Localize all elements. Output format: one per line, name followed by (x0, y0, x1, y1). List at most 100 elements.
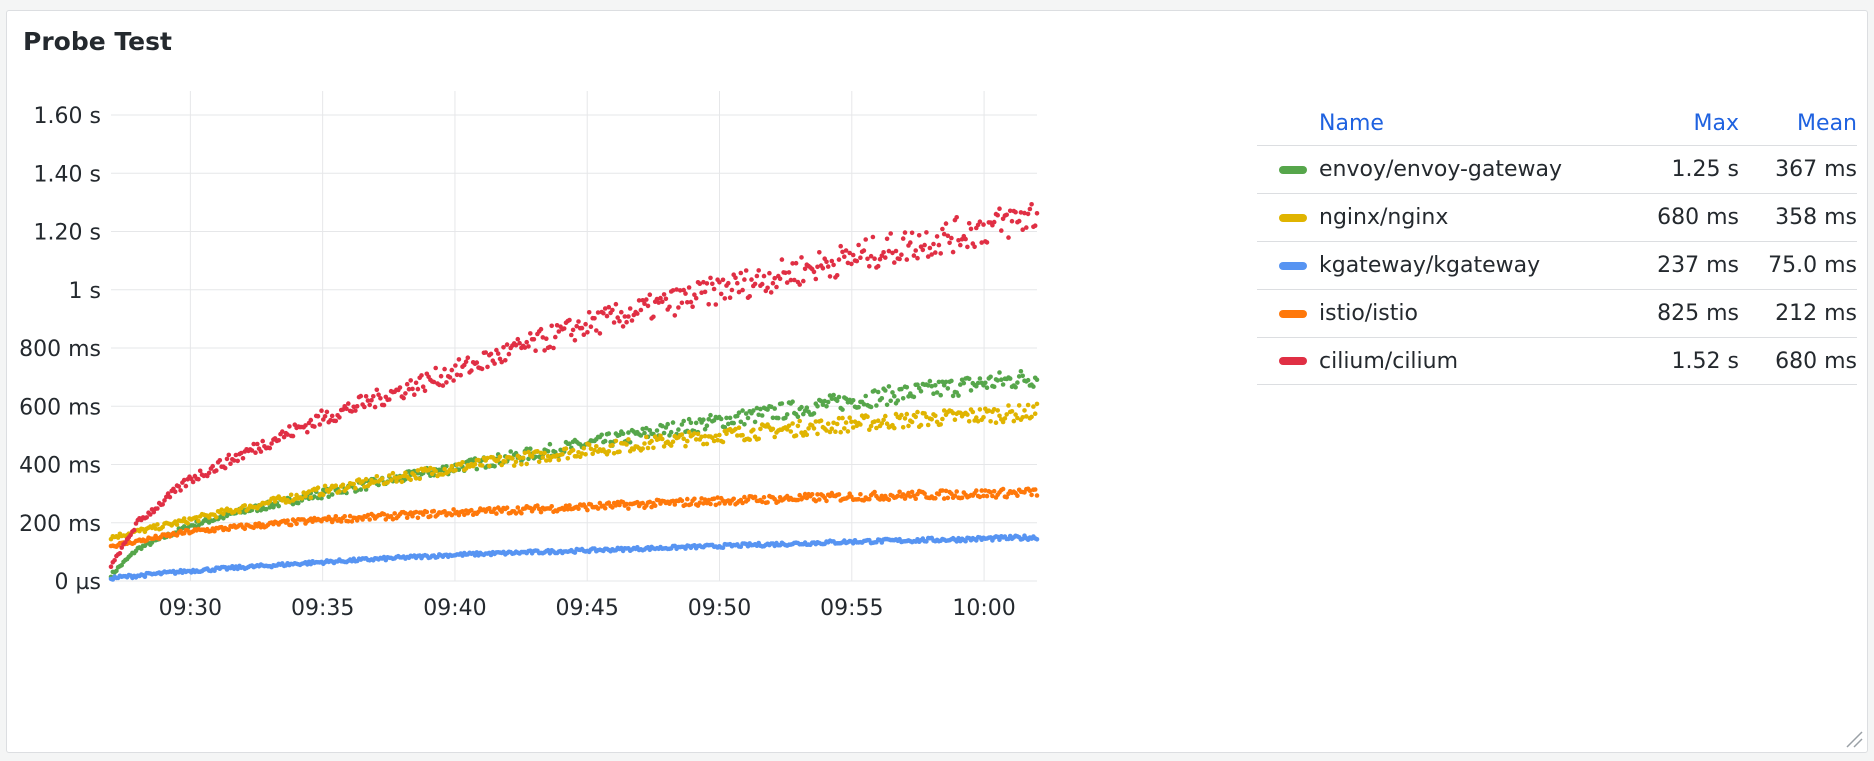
data-point (469, 507, 474, 513)
data-point (449, 367, 455, 373)
data-point (281, 495, 287, 501)
data-point (376, 392, 381, 398)
resize-handle-icon[interactable] (1845, 730, 1863, 748)
data-point (142, 574, 148, 579)
data-point (590, 451, 595, 457)
legend-row[interactable]: cilium/cilium 1.52 s 680 ms (1257, 337, 1857, 385)
data-point (765, 500, 770, 505)
data-point (644, 297, 649, 302)
data-point (979, 488, 984, 493)
data-point (918, 389, 924, 394)
legend-row[interactable]: envoy/envoy-gateway 1.25 s 367 ms (1257, 145, 1857, 193)
data-point (872, 489, 877, 495)
data-point (417, 476, 423, 482)
data-point (686, 285, 692, 290)
data-point (713, 502, 719, 508)
data-point (776, 499, 781, 504)
data-point (845, 260, 851, 266)
data-point (333, 418, 339, 424)
data-point (929, 417, 934, 422)
data-point (668, 429, 674, 435)
legend-swatch (1279, 357, 1307, 365)
data-point (886, 248, 892, 254)
data-point (190, 479, 196, 485)
data-point (915, 409, 920, 415)
data-point (815, 404, 820, 409)
data-point (692, 496, 697, 502)
legend-header-mean[interactable]: Mean (1797, 110, 1857, 136)
data-point (458, 372, 464, 378)
data-point (599, 432, 604, 438)
data-point (374, 387, 380, 393)
data-point (292, 496, 298, 502)
data-point (610, 307, 615, 313)
legend-row[interactable]: istio/istio 825 ms 212 ms (1257, 289, 1857, 337)
data-point (824, 498, 829, 504)
data-point (535, 503, 540, 508)
data-point (133, 521, 139, 526)
data-point (453, 363, 458, 368)
legend-row[interactable]: nginx/nginx 680 ms 358 ms (1257, 193, 1857, 241)
data-point (925, 254, 931, 259)
data-point (1032, 223, 1038, 228)
data-point (206, 470, 212, 476)
data-point (349, 519, 355, 524)
data-point (654, 296, 660, 302)
data-point (724, 431, 729, 437)
data-point (735, 280, 740, 286)
data-point (358, 487, 364, 492)
data-point (963, 236, 968, 242)
data-point (365, 512, 371, 518)
data-point (949, 491, 954, 497)
data-point (984, 240, 990, 245)
x-tick-label: 10:00 (952, 596, 1015, 621)
data-point (934, 234, 940, 239)
data-point (904, 411, 910, 417)
data-point (822, 398, 827, 404)
series-cilium-cilium (108, 202, 1040, 569)
data-point (503, 459, 508, 464)
data-point (797, 282, 802, 287)
data-point (875, 263, 881, 269)
data-point (483, 350, 489, 355)
data-point (916, 233, 922, 238)
data-point (340, 482, 346, 488)
data-point (654, 428, 660, 433)
legend-row[interactable]: kgateway/kgateway 237 ms 75.0 ms (1257, 241, 1857, 289)
data-point (565, 456, 571, 461)
data-point (515, 336, 521, 342)
legend-max: 1.52 s (1671, 348, 1739, 374)
data-point (1018, 369, 1024, 374)
data-point (385, 480, 390, 485)
data-point (670, 498, 676, 504)
data-point (715, 495, 720, 500)
data-point (217, 458, 223, 463)
data-point (1020, 415, 1025, 420)
data-point (611, 320, 617, 325)
data-point (312, 424, 317, 429)
data-point (983, 380, 988, 386)
data-point (685, 300, 690, 305)
legend-header-name[interactable]: Name (1319, 110, 1384, 136)
data-point (438, 373, 444, 379)
data-point (827, 274, 833, 279)
data-point (697, 500, 703, 506)
data-point (850, 425, 856, 430)
data-point (829, 426, 835, 432)
data-point (845, 429, 851, 434)
data-point (485, 455, 490, 461)
data-point (424, 509, 430, 515)
data-point (181, 516, 187, 521)
data-point (610, 442, 615, 448)
data-point (456, 467, 462, 473)
data-point (420, 384, 426, 390)
data-point (831, 392, 836, 398)
data-point (1006, 235, 1011, 240)
data-point (260, 438, 265, 444)
data-point (820, 402, 826, 408)
data-point (553, 334, 558, 340)
data-point (310, 519, 315, 524)
data-point (995, 408, 1000, 413)
legend-header-max[interactable]: Max (1693, 110, 1739, 136)
y-tick-label: 1.40 s (34, 162, 101, 187)
